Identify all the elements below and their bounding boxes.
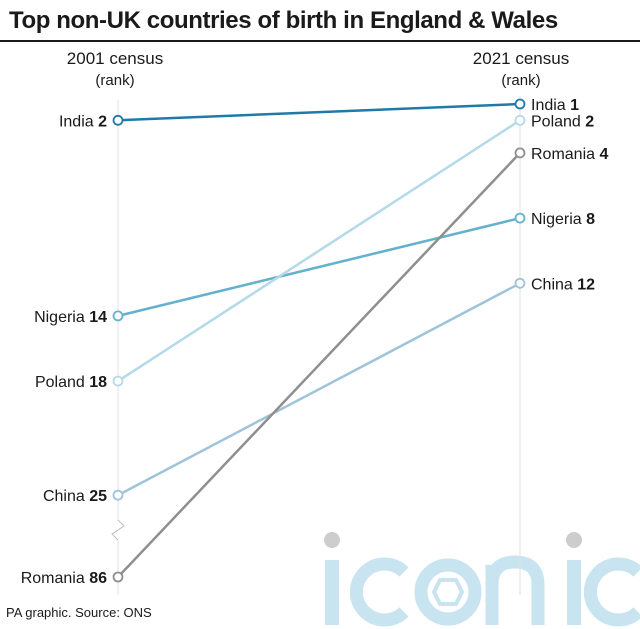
slope-labels: India 2 India 1 Poland 18 Poland 2 Romania 8… — [21, 97, 609, 587]
slope-line-poland — [117, 119, 521, 383]
slope-line-india — [117, 102, 521, 122]
chart-title: Top non-UK countries of birth in England… — [9, 7, 558, 34]
point-2021-nigeria — [514, 212, 526, 224]
slope-line-romania — [117, 152, 521, 578]
title-rule — [0, 40, 640, 42]
label-2001-romania: Romania 86 — [21, 570, 107, 587]
column-headers: 2001 census (rank) 2021 census (rank) — [67, 49, 569, 89]
left-column-subheading: (rank) — [95, 72, 134, 89]
point-2001-china — [112, 489, 124, 501]
point-2021-romania — [514, 147, 526, 159]
right-column-subheading: (rank) — [501, 72, 540, 89]
source-note: PA graphic. Source: ONS — [6, 605, 152, 620]
label-2001-india: India 2 — [59, 113, 107, 130]
label-2021-india: India 1 — [531, 97, 579, 114]
label-2001-china: China 25 — [43, 488, 107, 505]
point-2001-romania — [112, 571, 124, 583]
label-2001-nigeria: Nigeria 14 — [34, 309, 107, 326]
slope-line-china — [117, 282, 521, 497]
slope-line-nigeria — [117, 216, 521, 318]
label-2021-nigeria: Nigeria 8 — [531, 211, 595, 228]
axes — [111, 96, 521, 595]
left-column-heading: 2001 census — [67, 49, 163, 68]
point-2021-poland — [514, 114, 526, 126]
slope-points — [112, 98, 526, 583]
slope-lines — [117, 102, 521, 578]
point-2021-china — [514, 277, 526, 289]
label-2021-romania: Romania 4 — [531, 146, 608, 163]
label-2001-poland: Poland 18 — [35, 374, 107, 391]
point-2001-nigeria — [112, 310, 124, 322]
point-2021-india — [514, 98, 526, 110]
point-2001-poland — [112, 375, 124, 387]
right-column-heading: 2021 census — [473, 49, 569, 68]
point-2001-india — [112, 114, 124, 126]
label-2021-china: China 12 — [531, 276, 595, 293]
label-2021-poland: Poland 2 — [531, 113, 594, 130]
iconic-watermark — [324, 532, 640, 627]
axis-break-mark — [111, 519, 125, 541]
